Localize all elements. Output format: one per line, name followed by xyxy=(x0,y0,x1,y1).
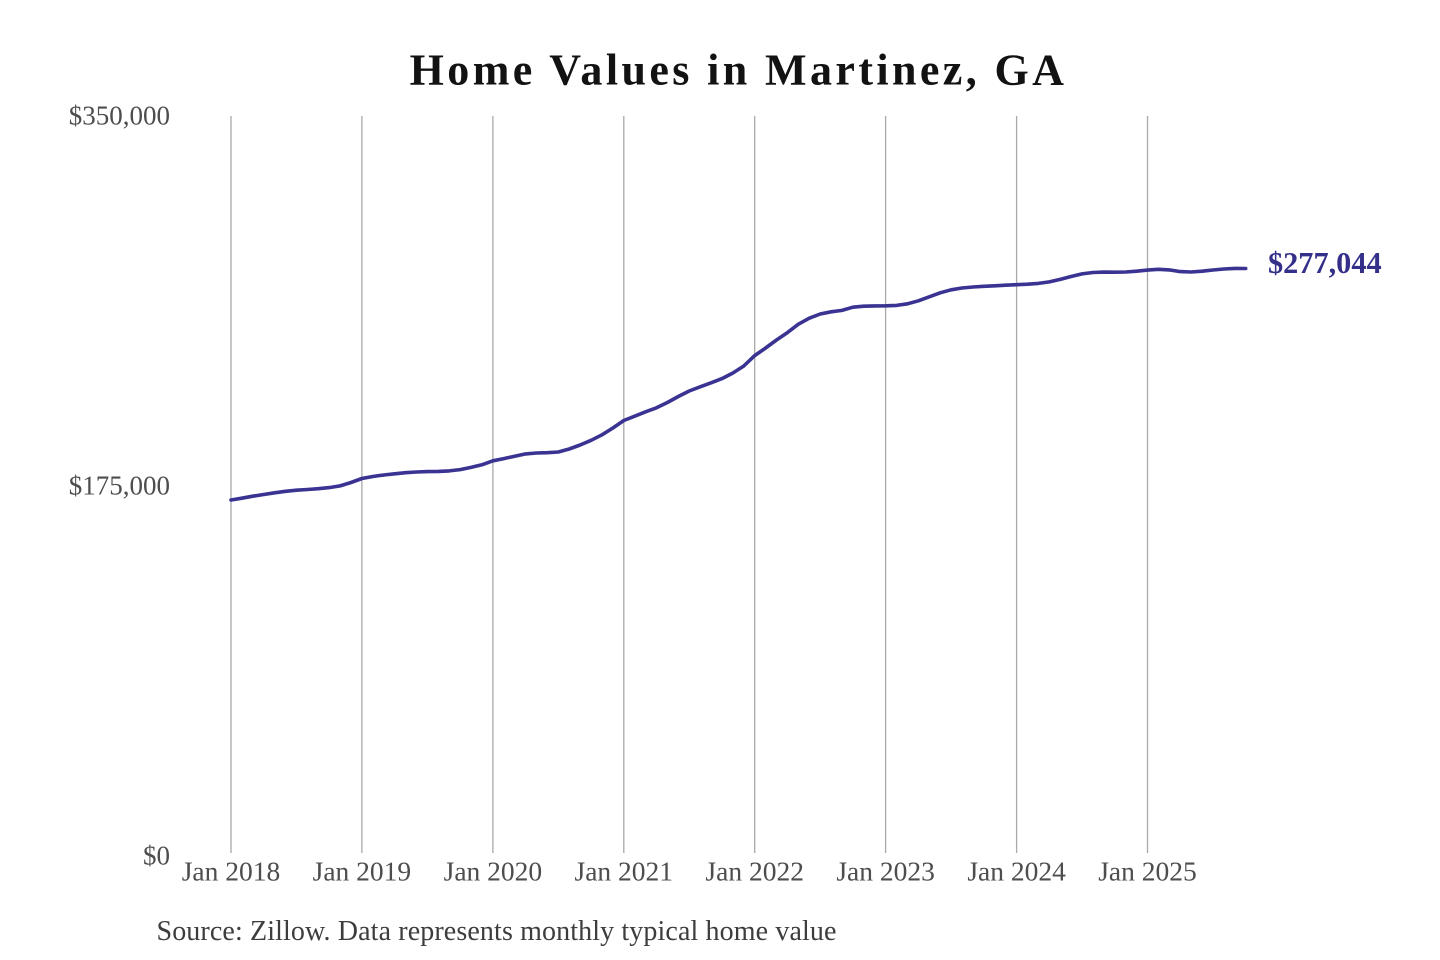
svg-text:Jan 2021: Jan 2021 xyxy=(575,856,674,887)
svg-text:Jan 2025: Jan 2025 xyxy=(1098,856,1197,887)
svg-text:$0: $0 xyxy=(143,840,170,870)
svg-text:$175,000: $175,000 xyxy=(69,470,170,500)
svg-text:$350,000: $350,000 xyxy=(69,100,170,130)
svg-text:Jan 2018: Jan 2018 xyxy=(182,856,281,887)
svg-text:Jan 2024: Jan 2024 xyxy=(967,856,1066,887)
svg-text:$277,044: $277,044 xyxy=(1268,246,1382,280)
svg-text:Jan 2023: Jan 2023 xyxy=(836,856,935,887)
svg-text:Jan 2020: Jan 2020 xyxy=(444,856,543,887)
svg-text:Jan 2019: Jan 2019 xyxy=(313,856,412,887)
svg-text:Source: Zillow. Data represent: Source: Zillow. Data represents monthly … xyxy=(157,916,837,947)
svg-text:Jan 2022: Jan 2022 xyxy=(705,856,804,887)
svg-text:Home Values in Martinez, GA: Home Values in Martinez, GA xyxy=(410,46,1068,95)
